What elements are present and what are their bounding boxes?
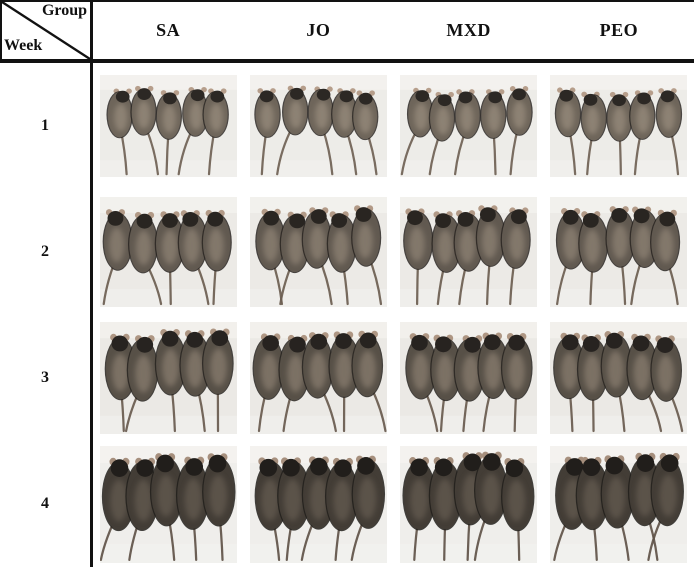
week-row-label-1: 1	[0, 63, 93, 189]
mouse-photo-week1-jo	[249, 75, 387, 177]
mouse-photo-week2-peo	[550, 197, 688, 307]
mouse-photo-week3-peo	[550, 322, 688, 434]
week-row-label-4: 4	[0, 441, 93, 567]
mouse-photo-week1-sa	[99, 75, 237, 177]
column-header-mxd: MXD	[393, 2, 544, 63]
photo-cell-week1-sa	[93, 63, 244, 189]
corner-week-label: Week	[4, 37, 43, 54]
week-row-label-3: 3	[0, 315, 93, 441]
photo-cell-week1-mxd	[393, 63, 544, 189]
mouse-photo-week4-peo	[550, 445, 688, 563]
photo-cell-week2-jo	[243, 189, 394, 315]
photo-cell-week1-jo	[243, 63, 394, 189]
photo-cell-week3-jo	[243, 315, 394, 441]
column-header-sa: SA	[93, 2, 244, 63]
mouse-photo-week4-sa	[99, 445, 237, 563]
photo-cell-week4-mxd	[393, 441, 544, 567]
column-header-jo: JO	[243, 2, 394, 63]
mouse-photo-week2-jo	[249, 197, 387, 307]
photo-cell-week1-peo	[543, 63, 694, 189]
mouse-photo-week4-jo	[249, 445, 387, 563]
mouse-photo-week4-mxd	[400, 445, 538, 563]
photo-cell-week2-mxd	[393, 189, 544, 315]
corner-header-cell: Group Week	[0, 2, 93, 63]
photo-cell-week2-peo	[543, 189, 694, 315]
photo-cell-week2-sa	[93, 189, 244, 315]
week-row-label-2: 2	[0, 189, 93, 315]
diagonal-divider-line	[2, 2, 90, 59]
mouse-photo-week3-sa	[99, 322, 237, 434]
photo-cell-week3-sa	[93, 315, 244, 441]
corner-group-label: Group	[41, 2, 87, 19]
photo-cell-week3-peo	[543, 315, 694, 441]
photo-cell-week3-mxd	[393, 315, 544, 441]
mouse-photo-week2-sa	[99, 197, 237, 307]
photo-cell-week4-sa	[93, 441, 244, 567]
mouse-photo-week2-mxd	[400, 197, 538, 307]
mouse-photo-week3-jo	[249, 322, 387, 434]
photo-cell-week4-peo	[543, 441, 694, 567]
mouse-photo-week1-mxd	[400, 75, 538, 177]
photo-cell-week4-jo	[243, 441, 394, 567]
mouse-photo-week3-mxd	[400, 322, 538, 434]
column-header-peo: PEO	[543, 2, 694, 63]
mouse-photo-week1-peo	[550, 75, 688, 177]
